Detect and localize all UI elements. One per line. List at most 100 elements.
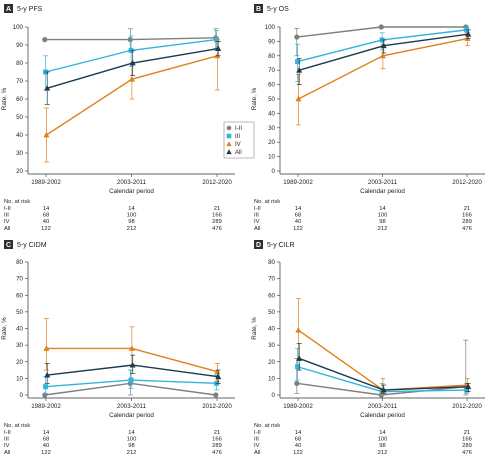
legend-label: All: [235, 150, 242, 156]
data-point: [465, 383, 472, 390]
x-axis-label: Calendar period: [109, 188, 154, 195]
x-tick-label: 2012-2020: [452, 179, 482, 186]
risk-row-label: I-II: [4, 206, 11, 212]
risk-cell: 289: [212, 219, 222, 225]
y-tick-label: 20: [268, 359, 275, 366]
y-tick-label: 30: [16, 150, 23, 157]
risk-cell: 14: [43, 206, 50, 212]
x-tick-label: 2003-2011: [368, 179, 398, 186]
x-tick-label: 1989-2002: [31, 179, 61, 186]
risk-row-label: All: [254, 226, 260, 232]
data-point: [127, 37, 133, 43]
legend-label: I-II: [235, 126, 242, 132]
panel-letter: A: [6, 6, 11, 13]
risk-cell: 40: [295, 219, 301, 225]
y-tick-label: 20: [16, 359, 23, 366]
panel-badge: [4, 4, 13, 13]
y-tick-label: 10: [16, 375, 23, 382]
risk-cell: 98: [128, 443, 134, 449]
legend-marker: [226, 141, 232, 147]
y-tick-label: 30: [268, 342, 275, 349]
x-tick-label: 2012-2020: [202, 179, 232, 186]
x-tick-label: 1989-2002: [283, 179, 313, 186]
data-point: [214, 52, 221, 59]
risk-row-label: I-II: [254, 430, 261, 436]
risk-cell: 100: [127, 437, 137, 443]
series-all: [296, 29, 472, 85]
risk-cell: 289: [462, 219, 472, 225]
risk-cell: 212: [378, 226, 388, 232]
risk-row-label: III: [4, 437, 9, 443]
series-iv: [43, 318, 221, 383]
risk-row-label: All: [4, 226, 10, 232]
data-point: [295, 59, 301, 65]
data-point: [128, 377, 134, 383]
data-point: [129, 361, 136, 368]
data-point: [128, 76, 135, 82]
data-point: [44, 85, 51, 91]
risk-table-header: No. at risk: [4, 423, 30, 429]
risk-row-label: All: [254, 450, 260, 456]
data-point: [379, 52, 386, 59]
risk-cell: 476: [212, 226, 222, 232]
data-point: [128, 345, 135, 351]
y-axis-label: Rate, %: [1, 87, 8, 110]
y-tick-label: 40: [268, 110, 275, 117]
risk-table-header: No. at risk: [254, 199, 280, 205]
data-point: [464, 35, 471, 41]
risk-cell: 98: [379, 219, 385, 225]
risk-row-label: IV: [4, 443, 10, 449]
risk-cell: 122: [293, 450, 303, 456]
panel-badge: [254, 240, 263, 249]
panel-letter: C: [6, 242, 11, 249]
risk-cell: 476: [462, 450, 472, 456]
y-tick-label: 90: [16, 42, 23, 49]
x-tick-label: 2003-2011: [368, 403, 398, 410]
data-point: [214, 368, 221, 375]
series-all: [44, 354, 222, 384]
legend: I-II III IV All: [223, 121, 255, 159]
y-tick-label: 70: [16, 78, 23, 85]
y-tick-label: 100: [265, 24, 276, 31]
legend-marker: [226, 149, 232, 155]
risk-cell: 14: [295, 430, 302, 436]
y-axis-label: Rate, %: [251, 317, 258, 340]
risk-cell: 166: [462, 437, 472, 443]
risk-cell: 212: [127, 226, 137, 232]
series-i-ii: [42, 28, 219, 51]
y-tick-label: 20: [16, 168, 23, 175]
risk-cell: 14: [379, 430, 386, 436]
data-point: [380, 386, 387, 393]
y-tick-label: 40: [268, 326, 275, 333]
risk-cell: 476: [462, 226, 472, 232]
risk-cell: 166: [212, 213, 222, 219]
risk-cell: 21: [214, 206, 220, 212]
risk-cell: 21: [464, 206, 470, 212]
legend-marker: [226, 133, 232, 139]
data-point: [213, 392, 219, 398]
x-axis-label: Calendar period: [109, 412, 154, 419]
x-tick-label: 2012-2020: [202, 403, 232, 410]
risk-row-label: III: [4, 213, 9, 219]
data-point: [215, 45, 222, 51]
panel-b: B 5-y OS 0 10 20 30 40 50 60 70 80 90 100 1989-2002 20…: [251, 4, 485, 232]
y-tick-label: 60: [16, 96, 23, 103]
panel-title: 5-y CILR: [267, 242, 295, 249]
risk-table-header: No. at risk: [4, 199, 30, 205]
risk-row-label: III: [254, 437, 259, 443]
panel-letter: D: [256, 242, 261, 249]
y-tick-label: 70: [16, 276, 23, 283]
risk-cell: 40: [295, 443, 301, 449]
risk-cell: 166: [462, 213, 472, 219]
data-point: [42, 392, 48, 398]
risk-row-label: All: [4, 450, 10, 456]
risk-cell: 14: [43, 430, 50, 436]
risk-cell: 14: [128, 206, 135, 212]
risk-cell: 122: [41, 450, 51, 456]
x-tick-label: 2003-2011: [117, 403, 147, 410]
risk-cell: 40: [43, 219, 49, 225]
data-point: [295, 95, 302, 102]
risk-cell: 14: [379, 206, 386, 212]
